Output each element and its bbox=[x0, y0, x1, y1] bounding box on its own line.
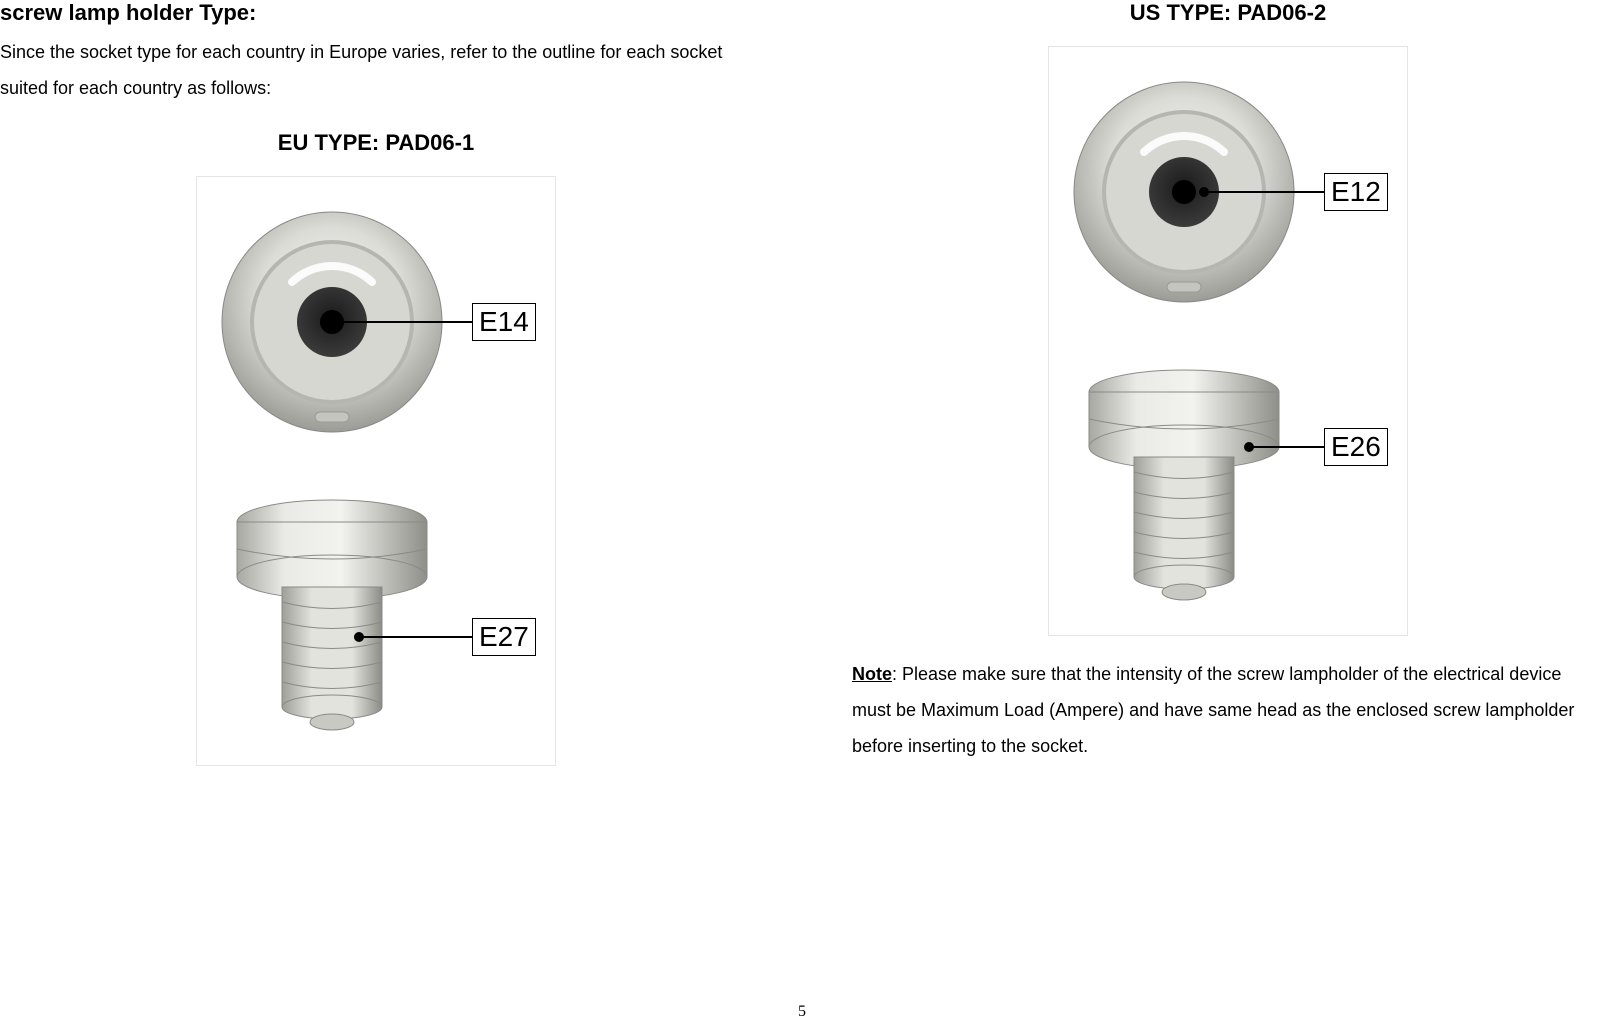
page-number: 5 bbox=[798, 1003, 806, 1021]
left-column: screw lamp holder Type: Since the socket… bbox=[0, 0, 812, 1033]
note-label: Note bbox=[852, 664, 892, 684]
eu-figure: E14 E27 bbox=[196, 176, 556, 766]
eu-type-title: EU TYPE: PAD06-1 bbox=[0, 130, 752, 156]
us-type-title: US TYPE: PAD06-2 bbox=[852, 0, 1604, 26]
eu-callout-line-top bbox=[332, 321, 472, 323]
note-paragraph: Note: Please make sure that the intensit… bbox=[852, 656, 1604, 764]
us-figure: E12 E26 bbox=[1048, 46, 1408, 636]
us-callout-line-top bbox=[1204, 191, 1324, 193]
eu-callout-label-top: E14 bbox=[472, 303, 536, 341]
intro-paragraph: Since the socket type for each country i… bbox=[0, 34, 752, 106]
eu-callout-line-bottom bbox=[359, 636, 472, 638]
eu-figure-wrap: E14 E27 bbox=[0, 176, 752, 766]
us-callout-line-bottom bbox=[1249, 446, 1324, 448]
eu-callout-label-bottom: E27 bbox=[472, 618, 536, 656]
page: screw lamp holder Type: Since the socket… bbox=[0, 0, 1604, 1033]
us-callout-label-top: E12 bbox=[1324, 173, 1388, 211]
right-column: US TYPE: PAD06-2 bbox=[812, 0, 1604, 1033]
eu-lamp-holder-drawing bbox=[197, 177, 557, 767]
us-figure-wrap: E12 E26 bbox=[852, 46, 1604, 636]
section-title: screw lamp holder Type: bbox=[0, 0, 752, 26]
note-text: : Please make sure that the intensity of… bbox=[852, 664, 1574, 756]
us-lamp-holder-drawing bbox=[1049, 47, 1409, 637]
us-callout-label-bottom: E26 bbox=[1324, 428, 1388, 466]
